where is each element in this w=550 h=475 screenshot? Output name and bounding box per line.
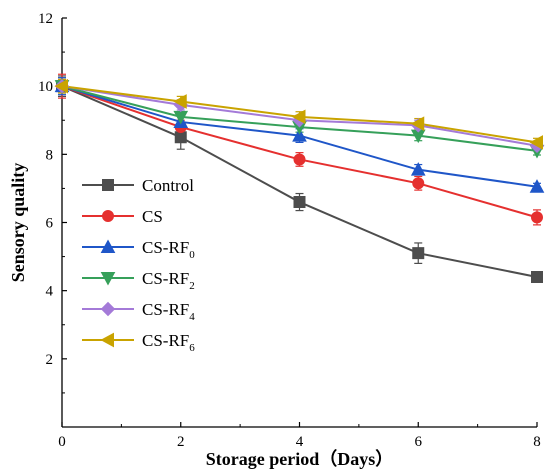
x-tick-label: 4 bbox=[296, 434, 304, 450]
y-tick-label: 12 bbox=[38, 11, 53, 27]
data-point bbox=[54, 78, 68, 94]
legend-label-main: CS-RF bbox=[142, 331, 189, 350]
data-point bbox=[412, 177, 425, 190]
legend-label: CS bbox=[142, 207, 163, 226]
legend-label-subscript: 2 bbox=[189, 280, 195, 292]
legend-label: CS-RF4 bbox=[142, 300, 195, 323]
axes bbox=[61, 18, 537, 428]
legend-label-subscript: 4 bbox=[189, 311, 195, 323]
legend-marker bbox=[102, 179, 114, 191]
x-tick-label: 8 bbox=[533, 434, 541, 450]
data-point bbox=[531, 211, 543, 224]
y-tick-label: 10 bbox=[38, 79, 53, 95]
legend-label-main: CS bbox=[142, 207, 163, 226]
legend-label-main: Control bbox=[142, 176, 194, 195]
legend-label-main: CS-RF bbox=[142, 269, 189, 288]
x-tick-label: 6 bbox=[415, 434, 423, 450]
data-point bbox=[293, 153, 306, 166]
y-tick-label: 6 bbox=[46, 216, 54, 232]
legend-label-subscript: 0 bbox=[189, 249, 195, 261]
y-tick-label: 8 bbox=[46, 147, 54, 163]
legend-label-main: CS-RF bbox=[142, 300, 189, 319]
data-point bbox=[529, 135, 543, 150]
data-point bbox=[293, 196, 306, 209]
legend-label: CS-RF6 bbox=[142, 331, 195, 354]
legend-label: Control bbox=[142, 176, 194, 195]
y-tick-label: 4 bbox=[46, 284, 54, 300]
ticks: 0 2 4 6 8 2 4 6 8 10 12 bbox=[38, 11, 541, 450]
x-tick-label: 0 bbox=[58, 434, 66, 450]
x-axis-title: Storage period（Days） bbox=[206, 449, 394, 469]
legend-label-main: CS-RF bbox=[142, 238, 189, 257]
legend-label-subscript: 6 bbox=[189, 342, 195, 354]
series-markers bbox=[54, 78, 545, 284]
data-point bbox=[174, 131, 187, 144]
legend-marker bbox=[100, 272, 116, 286]
y-axis-title: Sensory quality bbox=[8, 163, 28, 283]
y-tick-label: 2 bbox=[46, 352, 54, 368]
data-point bbox=[410, 116, 425, 131]
data-point bbox=[292, 128, 307, 142]
data-point bbox=[173, 94, 187, 109]
x-tick-label: 2 bbox=[177, 434, 185, 450]
legend-marker bbox=[100, 301, 116, 317]
legend-marker bbox=[100, 332, 114, 348]
data-point bbox=[410, 162, 426, 176]
legend-marker bbox=[102, 210, 114, 222]
data-point bbox=[412, 247, 425, 260]
data-point bbox=[529, 179, 545, 193]
legend-marker bbox=[100, 239, 116, 253]
data-point bbox=[291, 109, 306, 125]
data-point bbox=[531, 271, 543, 284]
legend-label: CS-RF0 bbox=[142, 238, 195, 261]
legend-label: CS-RF2 bbox=[142, 269, 195, 292]
